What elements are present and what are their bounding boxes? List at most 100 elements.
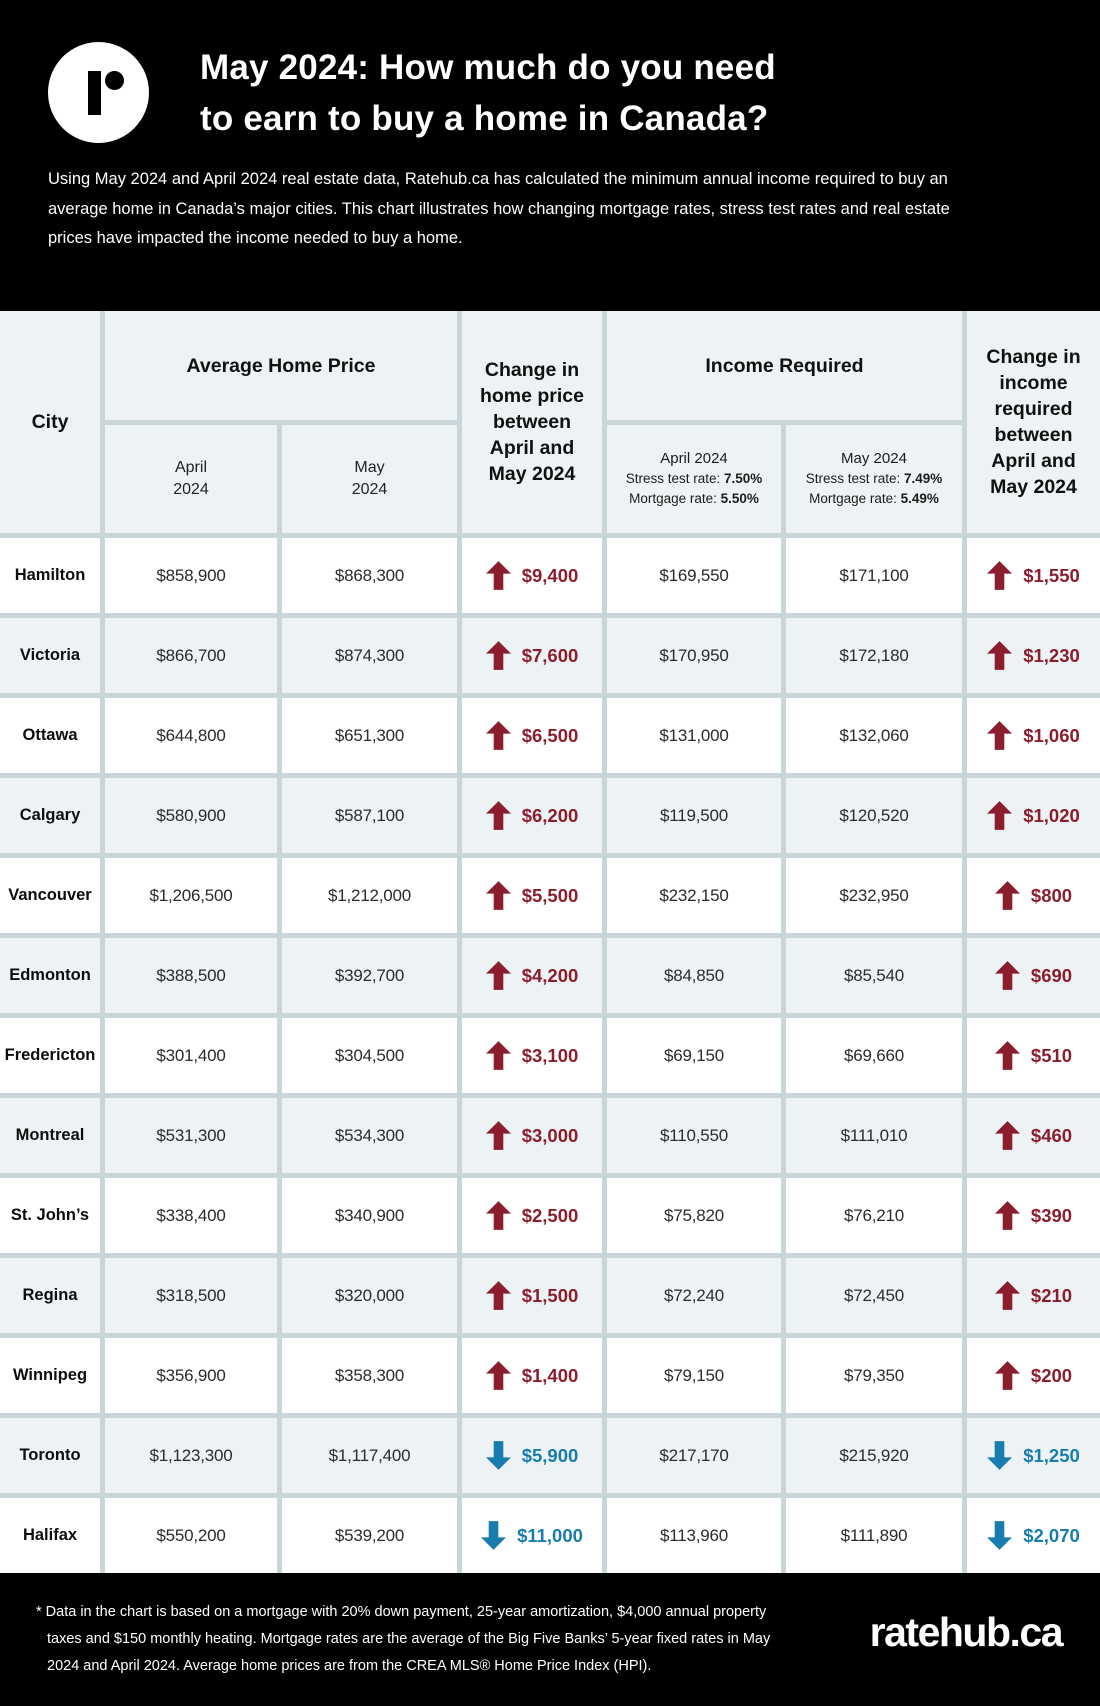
table-cell-income-may: $85,540 (786, 938, 962, 1013)
table-cell-income-change: $390 (967, 1178, 1100, 1253)
up-arrow-icon (485, 1201, 511, 1230)
table-cell-income-change: $1,230 (967, 618, 1100, 693)
income-may-value: $69,660 (843, 1045, 905, 1065)
april-price-value: $858,900 (156, 565, 226, 585)
table-cell-income-april: $75,820 (607, 1178, 781, 1253)
income-april-value: $170,950 (659, 645, 729, 665)
table-cell-income-change: $1,060 (967, 698, 1100, 773)
table-cell-april-price: $644,800 (105, 698, 277, 773)
income-change-value: $390 (1030, 1204, 1073, 1226)
income-change-value: $1,550 (1023, 564, 1080, 586)
intro-text: Using May 2024 and April 2024 real estat… (48, 170, 950, 247)
subheader-april-2024: April 2024 (105, 425, 277, 533)
table-cell-price-change: $3,100 (462, 1018, 602, 1093)
april-price-value: $318,500 (156, 1285, 226, 1305)
income-april-value: $110,550 (659, 1125, 729, 1145)
income-april-stress-value: 7.50% (724, 471, 763, 486)
april-price-value: $644,800 (156, 725, 226, 745)
column-header-change-home-price: Change in home price between April and M… (462, 311, 602, 533)
price-change-value: $2,500 (521, 1204, 579, 1226)
income-april-value: $232,150 (659, 885, 729, 905)
up-arrow-icon (485, 881, 511, 910)
column-header-city: City (0, 311, 100, 533)
income-april-value: $169,550 (659, 565, 729, 585)
income-change-value: $200 (1030, 1364, 1073, 1386)
income-change-value: $460 (1030, 1124, 1073, 1146)
income-may-value: $132,060 (839, 725, 909, 745)
income-may-value: $111,010 (840, 1125, 908, 1145)
table-cell-may-price: $304,500 (282, 1018, 457, 1093)
table-cell-april-price: $580,900 (105, 778, 277, 853)
city-label: Vancouver (8, 886, 92, 904)
april-price-value: $356,900 (156, 1365, 226, 1385)
income-change-value: $1,250 (1023, 1444, 1080, 1466)
table-cell-city: Toronto (0, 1418, 100, 1493)
may-price-value: $304,500 (334, 1045, 405, 1065)
table-cell-may-price: $340,900 (282, 1178, 457, 1253)
income-april-stress-label: Stress test rate: (625, 471, 724, 486)
table-cell-income-may: $111,010 (786, 1098, 962, 1173)
income-april-value: $84,850 (663, 965, 725, 985)
april-price-value: $301,400 (156, 1045, 226, 1065)
price-change-value: $5,900 (521, 1444, 579, 1466)
table-cell-income-april: $119,500 (607, 778, 781, 853)
may-price-value: $539,200 (334, 1525, 405, 1545)
subheader-income-may: May 2024 Stress test rate: 7.49% Mortgag… (786, 425, 962, 533)
table-cell-income-may: $232,950 (786, 858, 962, 933)
table-cell-income-may: $111,890 (786, 1498, 962, 1573)
table-cell-income-change: $1,250 (967, 1418, 1100, 1493)
table-cell-price-change: $5,500 (462, 858, 602, 933)
may-price-value: $340,900 (334, 1205, 405, 1225)
up-arrow-icon (485, 641, 511, 670)
income-may-value: $72,450 (843, 1285, 905, 1305)
table-cell-income-may: $171,100 (786, 538, 962, 613)
up-arrow-icon (485, 1121, 511, 1150)
income-april-value: $69,150 (663, 1045, 725, 1065)
table-cell-income-may: $172,180 (786, 618, 962, 693)
table-cell-income-change: $460 (967, 1098, 1100, 1173)
income-april-value: $217,170 (659, 1445, 729, 1465)
up-arrow-icon (994, 1201, 1020, 1230)
table-cell-city: Edmonton (0, 938, 100, 1013)
table-cell-income-april: $217,170 (607, 1418, 781, 1493)
april-price-value: $550,200 (156, 1525, 226, 1545)
logo-r-bar (88, 71, 101, 115)
table-cell-income-may: $79,350 (786, 1338, 962, 1413)
income-april-month: April 2024 (660, 450, 728, 467)
up-arrow-icon (485, 961, 511, 990)
table-cell-income-april: $169,550 (607, 538, 781, 613)
city-label: Montreal (15, 1126, 85, 1144)
table-cell-price-change: $11,000 (462, 1498, 602, 1573)
may-price-value: $651,300 (334, 725, 405, 745)
income-may-stress-value: 7.49% (904, 471, 943, 486)
table-cell-city: Victoria (0, 618, 100, 693)
table-cell-income-may: $72,450 (786, 1258, 962, 1333)
may-price-value: $874,300 (334, 645, 405, 665)
price-change-value: $5,500 (521, 884, 579, 906)
table-cell-april-price: $1,206,500 (105, 858, 277, 933)
may-price-value: $1,212,000 (327, 885, 412, 905)
income-change-value: $510 (1030, 1044, 1073, 1066)
income-april-value: $75,820 (663, 1205, 725, 1225)
table-cell-april-price: $1,123,300 (105, 1418, 277, 1493)
table-cell-income-may: $69,660 (786, 1018, 962, 1093)
income-change-value: $210 (1030, 1284, 1073, 1306)
page-title: May 2024: How much do you need to earn t… (200, 48, 776, 138)
down-arrow-icon (987, 1441, 1013, 1470)
table-cell-income-april: $84,850 (607, 938, 781, 1013)
table-cell-city: Vancouver (0, 858, 100, 933)
down-arrow-icon (987, 1521, 1013, 1550)
income-change-value: $1,060 (1023, 724, 1080, 746)
table-cell-income-april: $131,000 (607, 698, 781, 773)
table-cell-price-change: $6,200 (462, 778, 602, 853)
income-april-value: $72,240 (663, 1285, 725, 1305)
table-cell-may-price: $320,000 (282, 1258, 457, 1333)
table-cell-april-price: $866,700 (105, 618, 277, 693)
table-cell-price-change: $5,900 (462, 1418, 602, 1493)
column-header-average-home-price: Average Home Price (105, 311, 457, 420)
price-change-value: $1,400 (521, 1364, 579, 1386)
table-cell-city: Fredericton (0, 1018, 100, 1093)
up-arrow-icon (994, 961, 1020, 990)
up-arrow-icon (485, 1041, 511, 1070)
